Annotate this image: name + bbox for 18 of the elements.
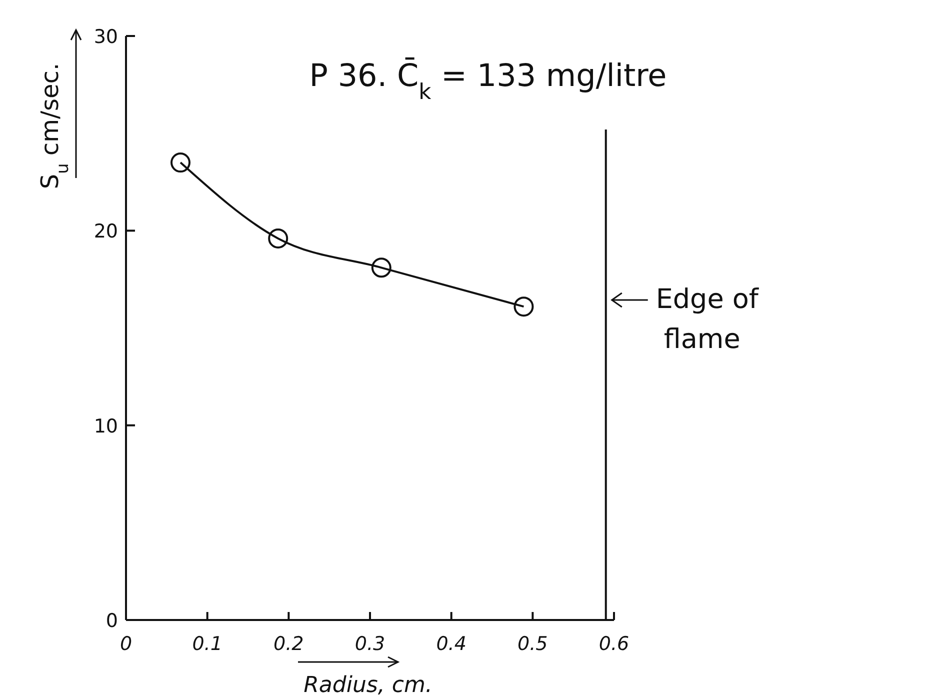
x-tick-label: 0.3 [354,633,386,655]
ref-line-label: Edge of flame [656,284,760,355]
x-tick-label: 0.5 [518,633,548,655]
y-tick-label: 20 [94,220,118,243]
x-tick-label: 0.4 [436,633,466,655]
point [514,296,534,317]
text: P 36. C̄$_{k}$ = 133 mg/litre [309,56,667,104]
y-tick-label: 30 [94,26,118,48]
y-tick-label: 0 [106,610,118,632]
x-tick-label: 0.2 [274,633,304,655]
x-axis-title: Radius, cm. [304,673,432,698]
point [170,152,190,173]
y-tick-label: 10 [94,415,118,438]
point [268,228,288,248]
x-tick-label: 0 [120,633,132,655]
point [371,258,392,278]
x-tick-label: 0.1 [192,633,222,655]
x-tick-label: 0.6 [598,633,630,655]
